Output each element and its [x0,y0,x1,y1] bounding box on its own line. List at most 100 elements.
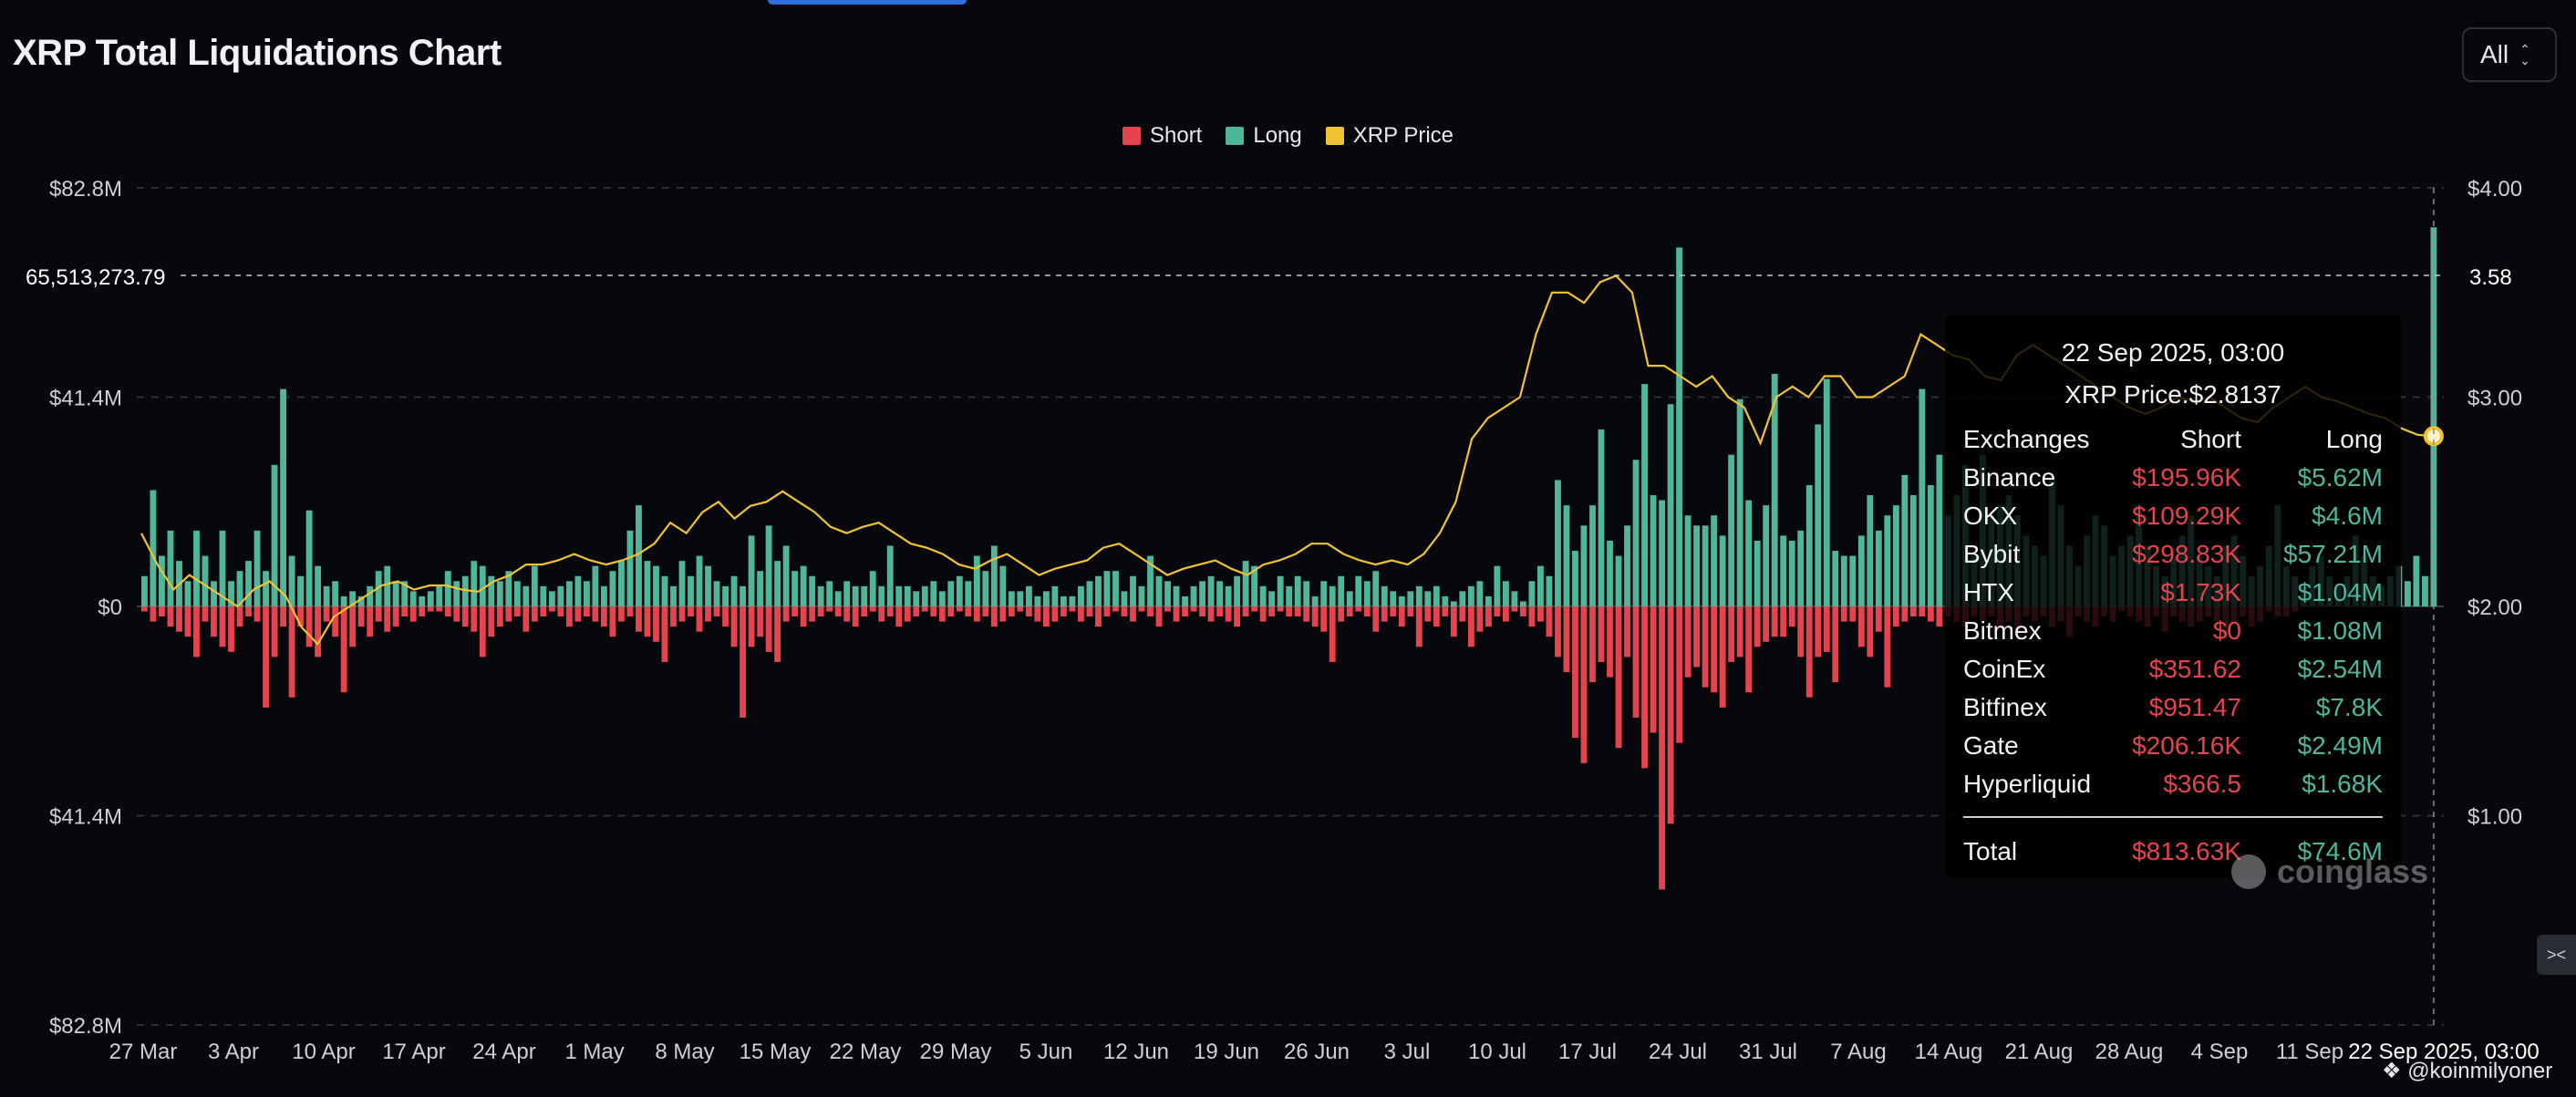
long-bar [236,571,243,606]
short-bar [488,606,495,637]
long-bar [1676,247,1683,606]
long-bar [1467,585,1474,606]
short-bar [878,606,885,622]
long-bar [1511,591,1518,606]
legend-item-short[interactable]: Short [1122,123,1202,149]
long-bar [1485,595,1492,606]
short-bar [1459,606,1466,622]
long-bar [409,591,417,606]
long-bar [913,591,920,606]
long-bar [1138,585,1145,606]
short-bar [1607,606,1613,678]
long-bar [1112,571,1119,606]
legend-item-price[interactable]: XRP Price [1325,123,1454,149]
tooltip-short: $109.29K [2132,502,2241,530]
short-bar [601,606,607,627]
long-bar [1442,595,1449,606]
y-left-tick-label: $41.4M [49,805,122,830]
long-bar [1381,585,1388,606]
long-bar [548,591,555,606]
long-bar [678,561,686,606]
long-bar [323,585,330,606]
short-bar [791,606,799,617]
short-bar [1078,606,1084,622]
long-bar [1528,581,1536,606]
short-bar [479,606,486,657]
collapse-panel-button[interactable]: >< [2537,935,2576,975]
long-bar [1190,585,1197,606]
legend-item-long[interactable]: Long [1226,123,1302,149]
long-bar [488,575,495,606]
x-tick-label: 21 Aug [2005,1040,2074,1064]
long-bar [1069,595,1076,606]
long-bar [565,581,573,606]
long-bar [280,388,286,606]
long-bar [367,585,374,606]
short-bar [1303,606,1310,622]
credit-text: ❖ @koinmilyoner [2382,1058,2552,1084]
x-tick-label: 24 Jul [1649,1040,1707,1064]
long-bar [1823,378,1830,606]
short-bar [869,606,876,612]
short-bar [1060,606,1067,617]
long-bar [1867,495,1874,606]
short-bar [705,606,711,622]
short-bar [1130,606,1136,622]
short-bar [1650,606,1657,733]
short-bar [150,606,157,622]
long-bar [1207,575,1215,606]
long-bar [653,565,659,606]
long-bar [1294,575,1301,606]
x-tick-label: 22 May [830,1040,902,1064]
tooltip-price: XRP Price:$2.8137 [2064,380,2281,409]
short-bar [1467,606,1474,647]
short-bar [531,606,538,622]
long-bar [1450,601,1457,606]
tooltip-long: $1.04M [2297,578,2383,606]
long-bar [817,585,824,606]
long-bar [1060,595,1067,606]
long-bar [305,510,313,606]
short-bar [1485,606,1492,627]
long-bar [1017,591,1024,606]
long-bar [843,581,851,606]
short-bar [315,606,322,657]
short-bar [904,606,911,622]
short-bar [1719,606,1726,708]
long-bar [1407,591,1414,606]
short-bar [141,606,148,612]
long-bar [1155,575,1163,606]
short-bar [1667,606,1674,824]
short-bar [809,606,816,622]
short-bar [1754,606,1761,647]
short-bar [513,606,521,617]
short-bar [644,606,651,637]
tooltip-header-short: Short [2180,425,2241,453]
long-bar [513,581,521,606]
long-bar [904,585,911,606]
short-bar [1407,606,1414,617]
short-bar [1433,606,1440,627]
x-tick-label: 19 Jun [1194,1040,1259,1064]
short-bar [1528,606,1536,627]
short-bar [1840,606,1847,622]
long-bar [211,581,217,606]
short-bar [722,606,729,627]
short-bar [1745,606,1753,693]
tooltip-long: $5.62M [2297,463,2383,492]
long-bar [340,595,347,606]
long-bar [150,490,157,606]
long-bar [1589,505,1596,606]
long-bar [1719,535,1726,606]
top-tab-indicator[interactable] [768,0,967,5]
long-bar [1745,500,1753,606]
y-left-tick-label: $0 [98,595,122,620]
short-bar [965,606,972,617]
long-bar [436,585,443,606]
short-bar [461,606,469,627]
short-bar [1381,606,1388,622]
range-select[interactable]: All ⌃ ⌄ [2462,27,2557,82]
long-bar [644,561,651,606]
long-bar [1849,555,1857,606]
